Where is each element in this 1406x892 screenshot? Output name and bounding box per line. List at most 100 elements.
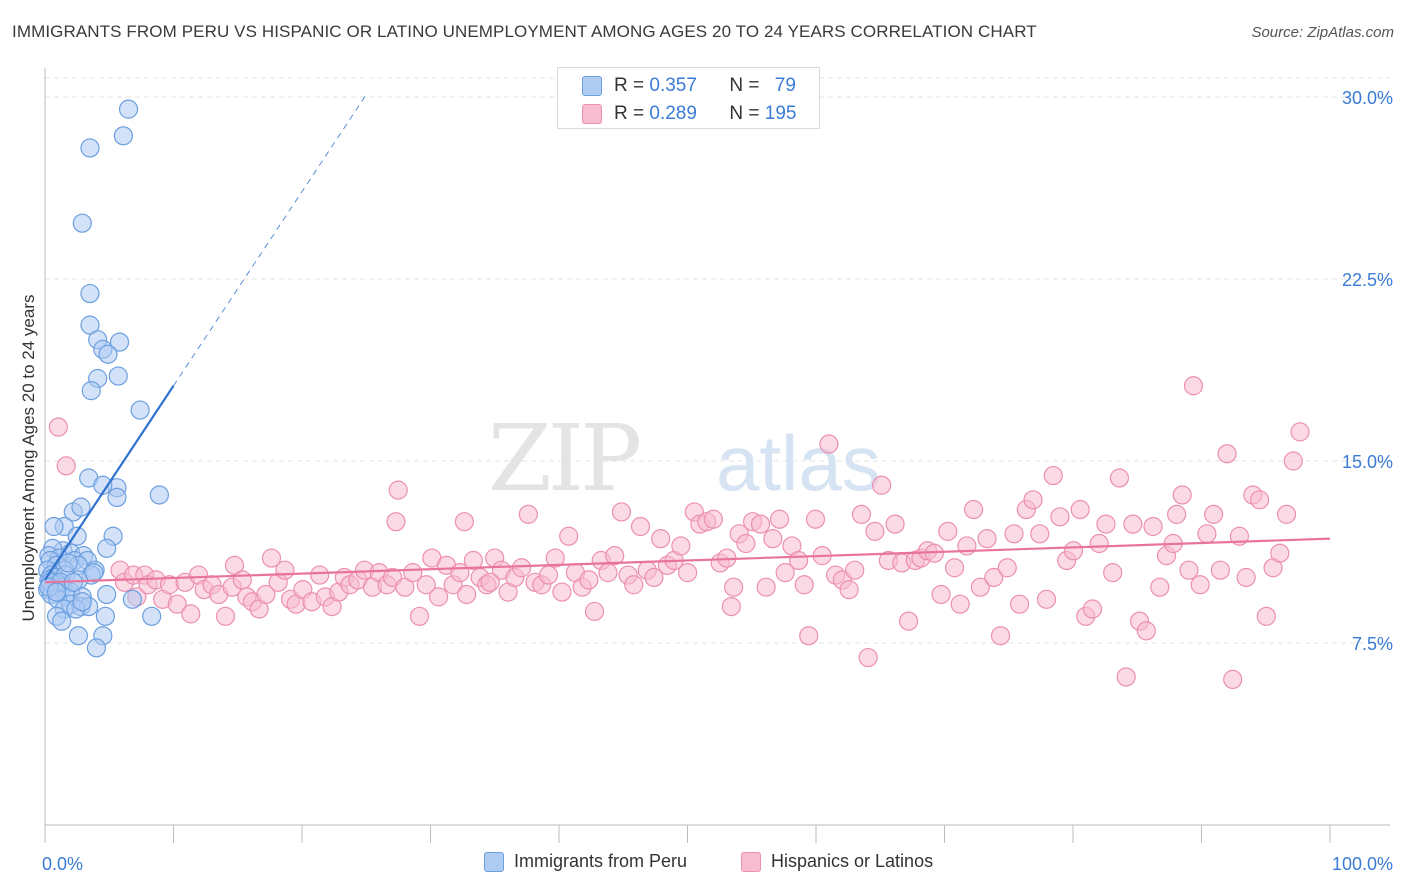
hispanic-swatch <box>582 104 602 124</box>
point-hispanic <box>1123 514 1143 534</box>
point-hispanic <box>1204 504 1224 524</box>
point-hispanic <box>511 558 532 578</box>
peru-swatch <box>484 851 504 872</box>
point-hispanic <box>545 548 565 568</box>
point-hispanic <box>944 558 965 578</box>
point-peru <box>72 213 92 233</box>
point-hispanic <box>721 596 741 617</box>
point-hispanic <box>750 514 771 534</box>
point-hispanic <box>756 577 776 597</box>
point-peru <box>80 138 100 158</box>
point-peru <box>84 563 104 583</box>
point-hispanic <box>1116 667 1136 687</box>
point-hispanic <box>851 504 872 524</box>
watermark: ZIP atlas <box>488 405 881 512</box>
point-hispanic <box>858 647 878 668</box>
point-hispanic <box>1009 594 1030 614</box>
point-hispanic <box>463 550 483 571</box>
point-hispanic <box>1050 507 1070 527</box>
point-hispanic <box>794 575 814 595</box>
point-hispanic <box>970 577 990 597</box>
x-tick-label: 0.0% <box>42 854 83 874</box>
n-label: N = <box>729 75 765 96</box>
stats-row-hispanic: R = 0.289 N = 195 <box>582 103 796 125</box>
point-hispanic <box>1183 376 1204 396</box>
point-peru <box>97 538 117 558</box>
point-hispanic <box>997 558 1017 578</box>
point-hispanic <box>1190 575 1210 595</box>
legend-item-hispanic[interactable]: Hispanics or Latinos <box>741 851 933 872</box>
legend-item-peru[interactable]: Immigrants from Peru <box>484 851 687 872</box>
series-peru <box>37 99 169 658</box>
stats-legend: R = 0.357 N = 79 R = 0.289 N = 195 <box>557 67 820 129</box>
point-hispanic <box>1096 514 1116 534</box>
point-hispanic <box>703 509 723 529</box>
chart-source: Source: ZipAtlas.com <box>1251 24 1394 41</box>
point-hispanic <box>819 434 839 454</box>
point-hispanic <box>579 570 599 590</box>
point-hispanic <box>232 570 252 590</box>
point-hispanic <box>885 514 905 534</box>
point-peru <box>108 366 128 386</box>
point-hispanic <box>799 626 819 646</box>
point-peru <box>107 487 127 507</box>
point-hispanic <box>409 606 430 626</box>
point-hispanic <box>1023 490 1043 510</box>
point-hispanic <box>651 529 671 549</box>
point-peru <box>68 626 89 646</box>
point-hispanic <box>605 546 625 566</box>
watermark-atlas: atlas <box>716 419 881 507</box>
point-hispanic <box>395 577 415 597</box>
point-hispanic <box>552 582 572 602</box>
point-hispanic <box>56 456 76 476</box>
trend-lines <box>44 94 1331 584</box>
point-hispanic <box>611 502 632 522</box>
point-hispanic <box>310 565 330 585</box>
point-hispanic <box>454 512 474 532</box>
chart-title: IMMIGRANTS FROM PERU VS HISPANIC OR LATI… <box>12 22 1037 41</box>
point-peru <box>71 497 91 517</box>
point-hispanic <box>256 584 276 605</box>
point-peru <box>97 584 117 605</box>
y-tick-label: 15.0% <box>1342 452 1393 472</box>
r-value: 0.289 <box>649 103 697 124</box>
point-hispanic <box>215 606 236 626</box>
point-hispanic <box>769 509 790 529</box>
point-hispanic <box>723 577 744 597</box>
n-label: N = <box>729 103 765 124</box>
point-hispanic <box>1136 621 1156 641</box>
point-hispanic <box>964 499 984 520</box>
point-hispanic <box>1043 465 1063 486</box>
point-peru <box>44 516 64 537</box>
point-hispanic <box>518 504 538 524</box>
point-hispanic <box>480 572 500 592</box>
point-peru <box>72 592 92 612</box>
point-hispanic <box>872 475 892 495</box>
point-hispanic <box>931 584 951 605</box>
point-hispanic <box>1283 451 1303 471</box>
point-hispanic <box>671 536 691 556</box>
legend-label-hispanic: Hispanics or Latinos <box>771 851 934 871</box>
point-hispanic <box>1236 567 1256 588</box>
point-hispanic <box>624 575 644 595</box>
point-hispanic <box>457 584 477 605</box>
point-hispanic <box>1223 669 1243 690</box>
point-hispanic <box>224 555 245 575</box>
point-peru <box>58 553 78 573</box>
y-tick-label: 30.0% <box>1342 88 1393 108</box>
n-value: 195 <box>764 103 797 124</box>
watermark-zip: ZIP <box>488 405 639 512</box>
point-hispanic <box>538 565 559 585</box>
peru-swatch <box>582 76 602 96</box>
point-peru <box>81 381 101 401</box>
axes <box>44 68 1390 843</box>
y-tick-label: 7.5% <box>1352 634 1393 654</box>
point-hispanic <box>386 512 406 532</box>
point-hispanic <box>1070 499 1090 520</box>
point-hispanic <box>763 529 783 549</box>
point-hispanic <box>1256 606 1276 626</box>
point-peru <box>98 344 118 364</box>
y-axis-label: Unemployment Among Ages 20 to 24 years <box>19 295 38 622</box>
point-hispanic <box>1270 543 1290 563</box>
